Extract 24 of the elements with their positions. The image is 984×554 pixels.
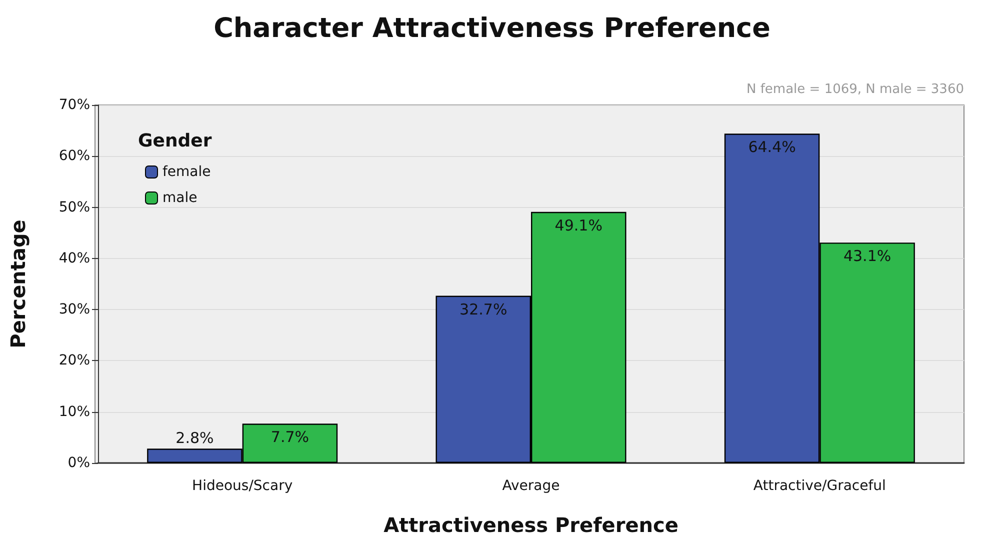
text: N female = 1069, N male = 3360 bbox=[746, 82, 964, 97]
data-label: 32.7% bbox=[460, 300, 508, 318]
y-tick-label: 20% bbox=[58, 352, 90, 369]
y-axis-title: Percentage bbox=[6, 220, 30, 348]
x-axis-title: Attractiveness Preference bbox=[384, 513, 678, 537]
x-tick-label: Average bbox=[502, 478, 560, 494]
y-tick-label: 40% bbox=[58, 250, 90, 266]
y-tick-label: 50% bbox=[58, 199, 90, 216]
chart-title: Character Attractiveness Preference bbox=[214, 13, 770, 44]
y-tick-label: 60% bbox=[58, 148, 90, 164]
y-tick-label: 10% bbox=[58, 404, 90, 420]
legend-title: Gender bbox=[138, 130, 212, 152]
x-tick-label: Hideous/Scary bbox=[192, 478, 293, 494]
y-tick-label: 70% bbox=[58, 97, 90, 113]
y-tick-label: 0% bbox=[68, 455, 90, 471]
data-label: 7.7% bbox=[270, 428, 310, 446]
x-tick-label: Attractive/Graceful bbox=[753, 478, 886, 494]
y-tick-label: 30% bbox=[58, 302, 90, 318]
data-label: 43.1% bbox=[843, 247, 892, 266]
data-label: 49.1% bbox=[554, 216, 602, 234]
legend-label: male bbox=[162, 190, 198, 206]
legend-label: female bbox=[162, 164, 211, 180]
data-label: 64.4% bbox=[748, 138, 796, 156]
data-label: 2.8% bbox=[176, 429, 214, 448]
